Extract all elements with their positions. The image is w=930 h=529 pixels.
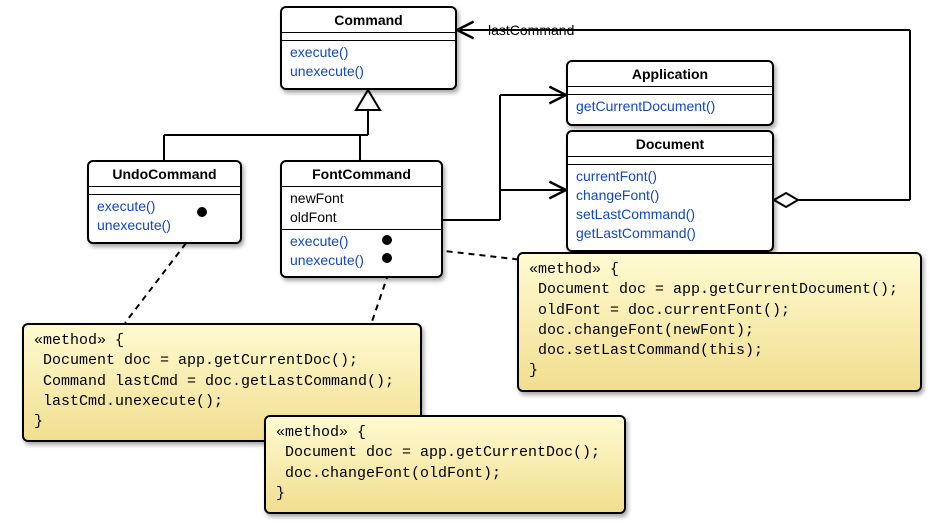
class-attrs [568,87,772,95]
class-methods: execute()unexecute() [89,195,240,237]
class-title: Document [568,132,772,157]
class-attrs [568,157,772,165]
class-method: execute() [97,197,232,216]
class-undo-command: UndoCommand execute()unexecute() [87,160,242,244]
class-method: unexecute() [97,216,232,235]
class-font-command: FontCommand newFontoldFont execute()unex… [280,160,443,278]
anchor-dot [382,235,392,245]
class-methods: getCurrentDocument() [568,95,772,118]
class-attrs [89,187,240,195]
class-methods: execute()unexecute() [282,41,455,83]
class-title: Application [568,62,772,87]
note-font-execute: «method» { Document doc = app.getCurrent… [517,252,922,392]
class-application: Application getCurrentDocument() [566,60,774,126]
class-attr: oldFont [290,208,433,227]
class-attr: newFont [290,189,433,208]
class-method: execute() [290,232,433,251]
class-method: currentFont() [576,167,764,186]
uml-diagram: { "style": { "method_color": "#1147c7", … [0,0,930,529]
class-title: UndoCommand [89,162,240,187]
class-method: changeFont() [576,186,764,205]
class-method: execute() [290,43,447,62]
class-methods: execute()unexecute() [282,230,441,272]
note-font-unexecute: «method» { Document doc = app.getCurrent… [264,415,626,514]
class-method: unexecute() [290,251,433,270]
class-command: Command execute()unexecute() [280,6,457,90]
class-title: FontCommand [282,162,441,187]
class-document: Document currentFont()changeFont()setLas… [566,130,774,252]
anchor-dot [382,253,392,263]
class-attrs [282,33,455,41]
anchor-dot [197,207,207,217]
class-attrs: newFontoldFont [282,187,441,230]
class-method: unexecute() [290,62,447,81]
class-title: Command [282,8,455,33]
assoc-label-lastcommand: lastCommand [488,22,574,38]
class-method: getLastCommand() [576,224,764,243]
class-methods: currentFont()changeFont()setLastCommand(… [568,165,772,245]
class-method: setLastCommand() [576,205,764,224]
class-method: getCurrentDocument() [576,97,764,116]
